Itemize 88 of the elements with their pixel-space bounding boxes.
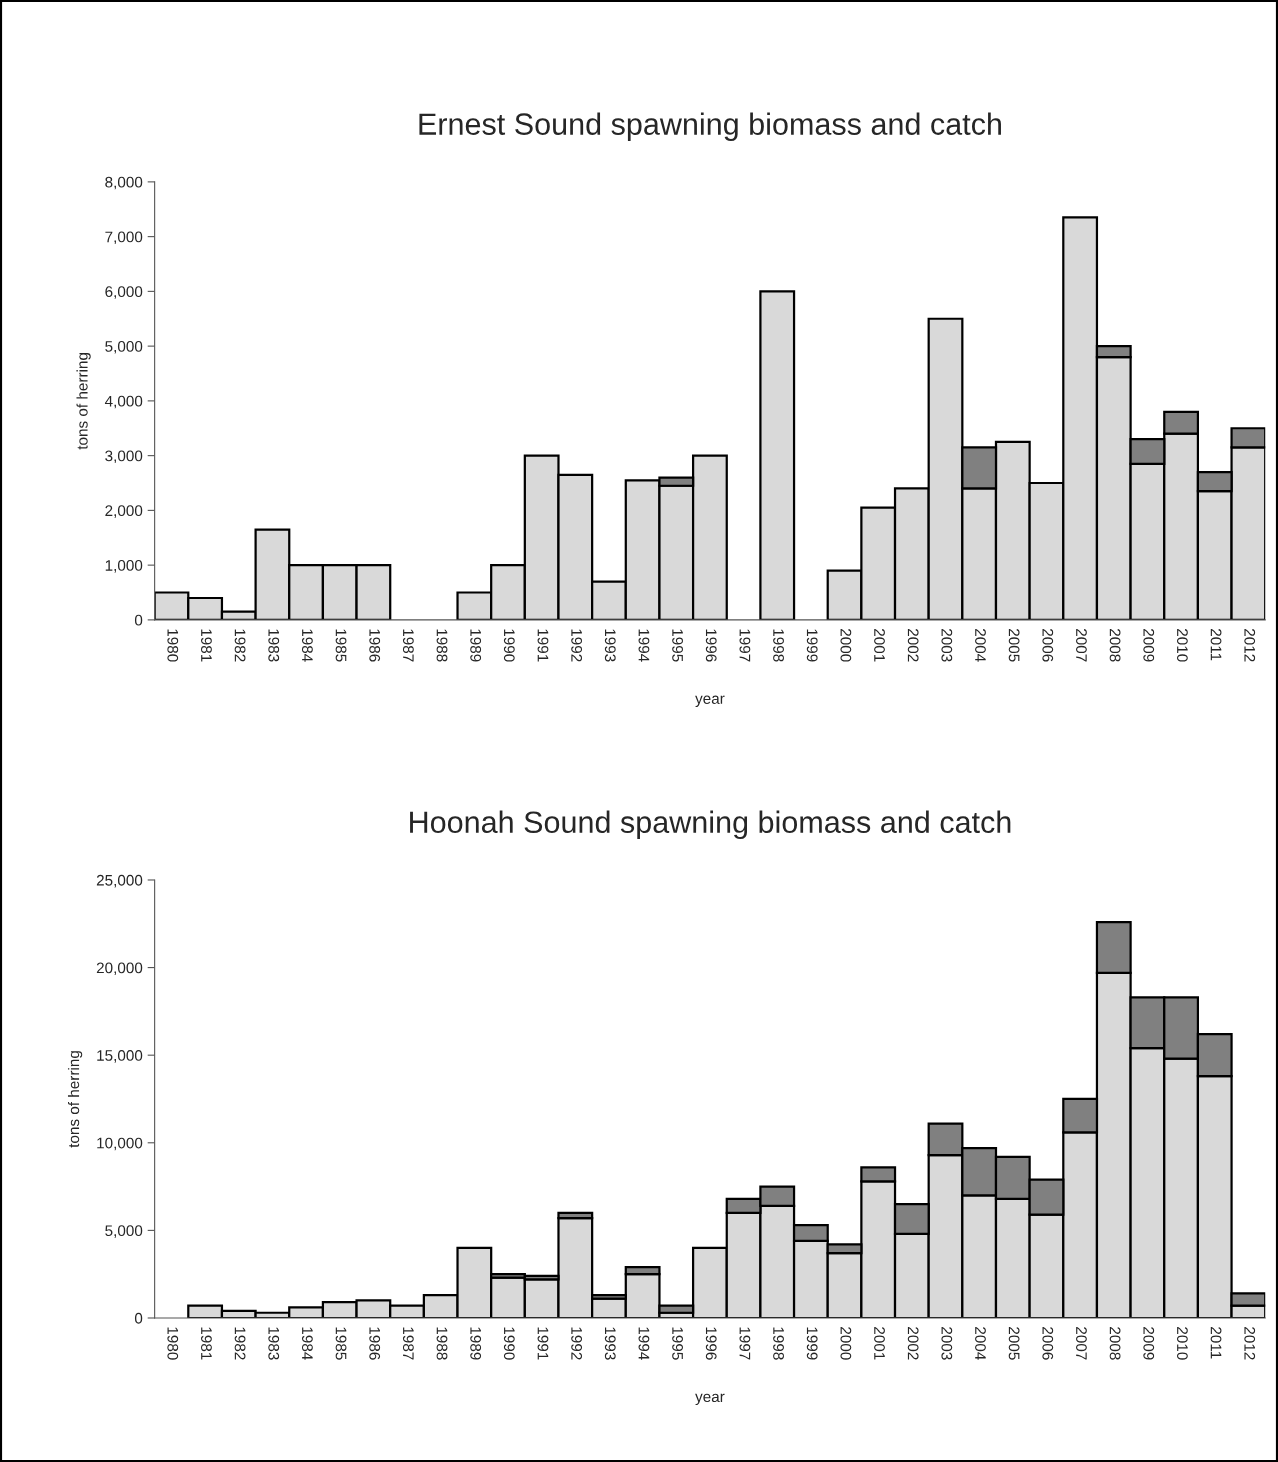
y-tick-label: 0 — [134, 614, 143, 626]
x-tick-label: 2003 — [941, 628, 953, 662]
x-tick-label: 2004 — [975, 628, 986, 662]
x-tick-label: 1994 — [638, 629, 650, 662]
chart-title: Hoonah Sound spawning biomass and catch — [410, 810, 1011, 840]
x-tick-label: 1991 — [537, 629, 549, 662]
x-tick-label: 2003 — [941, 1327, 953, 1360]
y-axis-title: tons of herring — [76, 353, 91, 450]
x-tick-label: 1986 — [369, 629, 381, 662]
x-tick-label: 1986 — [369, 1327, 381, 1360]
x-tick-label: 1992 — [571, 1327, 583, 1360]
y-tick-label: 6,000 — [105, 286, 143, 299]
y-tick-label: 4,000 — [104, 395, 143, 409]
x-tick-label: 2012 — [1244, 1327, 1256, 1360]
x-tick-label: 1998 — [773, 629, 784, 662]
x-axis-title: year — [695, 1393, 725, 1406]
x-tick-label: 1984 — [301, 1327, 313, 1360]
x-tick-label: 2007 — [1076, 628, 1087, 662]
x-tick-label: 1999 — [806, 629, 818, 662]
x-tick-label: 1980 — [167, 1327, 179, 1360]
y-tick-label: 8,000 — [105, 176, 143, 190]
y-tick-label: 15,000 — [97, 1050, 143, 1063]
x-tick-label: 1997 — [739, 629, 751, 662]
y-tick-label: 5,000 — [105, 341, 143, 354]
x-tick-label: 2011 — [1210, 628, 1222, 661]
x-tick-label: 1990 — [503, 1327, 515, 1360]
x-tick-label: 2001 — [874, 1327, 885, 1360]
x-tick-label: 1999 — [806, 1327, 818, 1360]
x-tick-label: 1995 — [672, 629, 683, 662]
x-tick-label: 2011 — [1210, 1327, 1222, 1359]
x-tick-label: 2006 — [1042, 1327, 1054, 1360]
x-tick-label: 1987 — [402, 1327, 414, 1360]
x-tick-label: 1988 — [436, 629, 448, 662]
y-tick-label: 2,000 — [105, 505, 143, 518]
x-tick-label: 1980 — [167, 629, 179, 662]
x-tick-label: 2001 — [874, 628, 885, 662]
x-tick-label: 2009 — [1143, 1327, 1155, 1360]
y-axis-title: tons of herring — [67, 1051, 83, 1148]
x-tick-label: 2005 — [1008, 628, 1020, 662]
x-tick-label: 1988 — [436, 1327, 448, 1360]
x-tick-label: 1996 — [705, 629, 717, 662]
y-tick-label: 7,000 — [105, 231, 143, 245]
chart-title: Ernest Sound spawning biomass and catch — [419, 112, 1001, 141]
x-tick-label: 1997 — [739, 1327, 751, 1360]
x-tick-label: 1991 — [537, 1327, 549, 1360]
x-tick-label: 1984 — [301, 629, 313, 662]
x-tick-label: 2010 — [1176, 628, 1188, 662]
x-tick-label: 2000 — [840, 1327, 852, 1360]
x-tick-label: 1985 — [335, 1327, 347, 1360]
x-tick-label: 2008 — [1109, 628, 1121, 662]
x-tick-label: 1990 — [503, 629, 515, 662]
x-tick-label: 1989 — [470, 1327, 482, 1360]
x-tick-label: 2002 — [907, 1327, 919, 1360]
x-tick-label: 1983 — [268, 629, 280, 662]
x-tick-label: 2005 — [1008, 1327, 1020, 1360]
x-tick-label: 2000 — [840, 628, 852, 662]
x-tick-label: 2008 — [1109, 1327, 1121, 1360]
x-tick-label: 1981 — [201, 629, 212, 662]
x-tick-label: 2006 — [1042, 628, 1054, 662]
x-tick-label: 1985 — [335, 629, 347, 662]
x-tick-label: 2012 — [1244, 628, 1256, 662]
x-tick-label: 2009 — [1143, 628, 1155, 662]
x-axis-title: year — [695, 695, 725, 707]
x-tick-label: 1993 — [604, 629, 616, 662]
bar — [759, 290, 796, 620]
y-tick-label: 10,000 — [97, 1137, 143, 1151]
x-tick-label: 2007 — [1076, 1327, 1087, 1360]
y-tick-label: 5,000 — [105, 1225, 143, 1238]
x-tick-label: 2002 — [907, 628, 919, 662]
x-tick-label: 2010 — [1176, 1327, 1188, 1360]
x-tick-label: 1983 — [268, 1327, 280, 1360]
y-tick-label: 3,000 — [105, 450, 143, 464]
x-tick-label: 1982 — [234, 1327, 246, 1360]
x-tick-label: 1996 — [705, 1327, 717, 1360]
x-tick-label: 1995 — [672, 1327, 683, 1360]
x-tick-label: 1992 — [571, 629, 583, 662]
x-tick-label: 1982 — [234, 629, 246, 662]
y-tick-label: 25,000 — [96, 874, 143, 888]
x-tick-label: 2004 — [975, 1327, 986, 1360]
x-tick-label: 1989 — [470, 629, 482, 662]
x-tick-label: 1994 — [638, 1327, 650, 1360]
y-tick-label: 20,000 — [96, 962, 143, 976]
x-tick-label: 1987 — [402, 629, 414, 662]
x-tick-label: 1998 — [773, 1327, 784, 1360]
x-tick-label: 1981 — [201, 1327, 212, 1360]
y-tick-label: 1,000 — [105, 560, 143, 573]
x-tick-label: 1993 — [604, 1327, 616, 1360]
y-tick-label: 0 — [134, 1312, 143, 1324]
